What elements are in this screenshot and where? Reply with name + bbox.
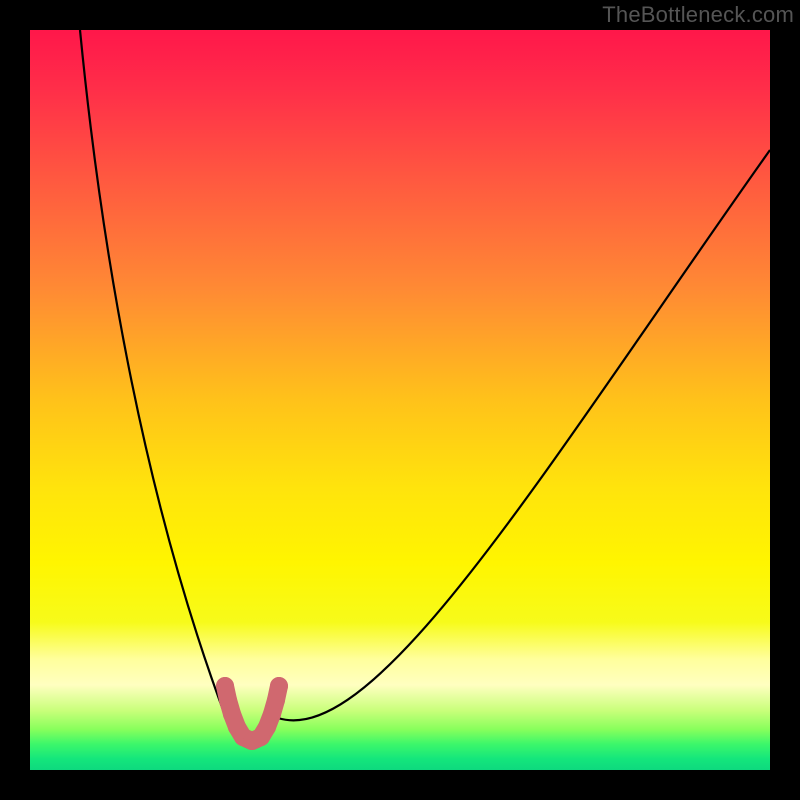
chart-root: TheBottleneck.com — [0, 0, 800, 800]
watermark-text: TheBottleneck.com — [602, 2, 794, 28]
chart-svg — [0, 0, 800, 800]
gradient-plot-area — [30, 30, 770, 770]
